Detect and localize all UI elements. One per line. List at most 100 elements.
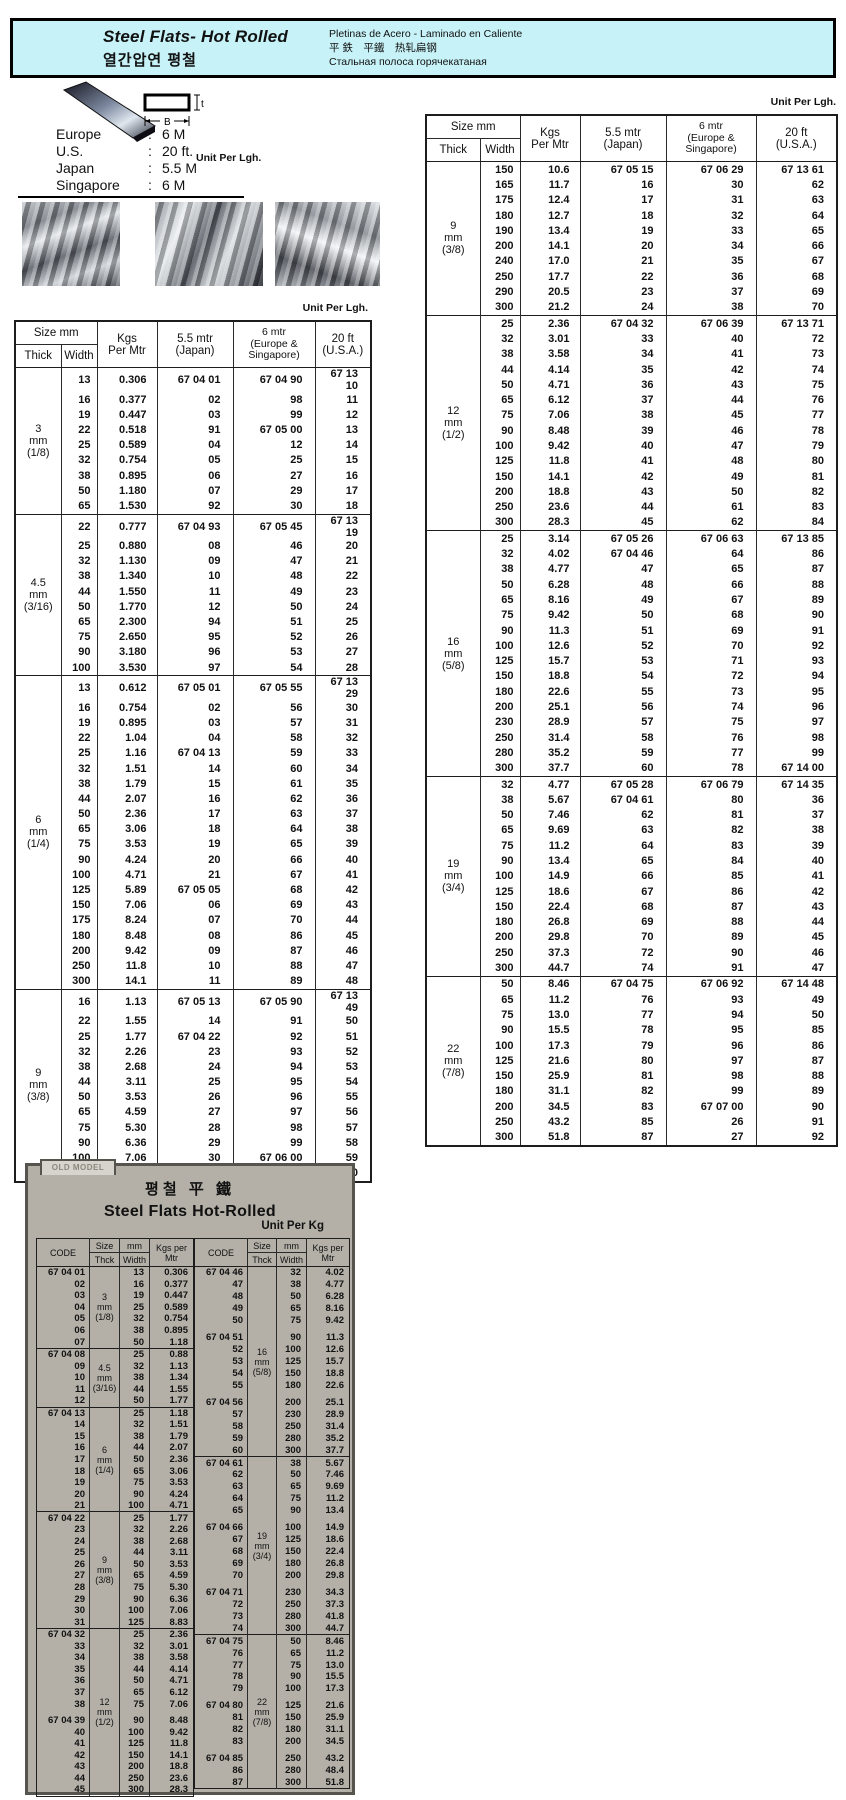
code-europe-cell: 68 <box>665 607 757 623</box>
code-japan-cell: 65 <box>579 853 667 869</box>
width-cell: 32 <box>479 775 521 793</box>
width-cell: 32 <box>119 1524 150 1536</box>
thickness-cell: 3 mm (1/8) <box>15 367 61 514</box>
kgs-per-mtr-cell: 4.14 <box>519 361 581 378</box>
table-row: 44 3.11 25 95 54 <box>15 1074 372 1090</box>
width-cell: 25 <box>60 538 98 554</box>
kgs-per-mtr-cell: 4.24 <box>96 852 158 868</box>
code-japan-cell: 10 <box>156 958 234 974</box>
table-row: 200 25.1 56 74 96 <box>426 699 838 715</box>
code-europe-cell: 66 <box>232 852 316 868</box>
code-europe-cell: 49 <box>232 584 316 600</box>
divider <box>18 196 244 198</box>
width-cell: 19 <box>60 407 98 423</box>
code-usa-cell: 42 <box>755 883 838 900</box>
code-japan-cell: 19 <box>579 223 667 239</box>
kgs-per-mtr-cell: 4.59 <box>96 1104 158 1121</box>
width-cell: 16 <box>60 988 98 1014</box>
group-gap <box>37 1709 194 1715</box>
code-usa-cell: 50 <box>314 1013 372 1029</box>
width-cell: 50 <box>276 1634 307 1648</box>
code-japan-cell: 24 <box>156 1059 234 1075</box>
table-row: 50 7.46 62 81 37 <box>426 807 838 823</box>
kgs-per-mtr-cell: 8.48 <box>149 1714 194 1727</box>
kgs-per-mtr-cell: 18.6 <box>306 1533 350 1546</box>
size-code-table-left: Size mm Kgs Per Mtr 5.5 mtr (Japan) 6 mtr(… <box>14 320 373 1183</box>
kgs-per-mtr-cell: 1.55 <box>96 1013 158 1029</box>
kgs-per-mtr-cell: 2.68 <box>96 1059 158 1075</box>
code-japan-cell: 44 <box>579 499 667 515</box>
width-cell: 44 <box>479 361 521 378</box>
code-europe-cell: 60 <box>232 760 316 777</box>
code-usa-cell: 95 <box>755 684 838 700</box>
width-cell: 38 <box>479 346 521 362</box>
width-cell: 200 <box>276 1569 307 1582</box>
kgs-per-mtr-cell: 4.71 <box>519 377 581 393</box>
kgs-per-mtr-cell: 2.68 <box>149 1535 194 1548</box>
code-usa-cell: 85 <box>755 1022 838 1038</box>
table-row: 67 04 01 3 mm (1/8) 13 0.306 <box>36 1265 194 1349</box>
size-code-table-right: Size mm Kgs Per Mtr 5.5 mtr (Japan) 6 mtr(… <box>425 114 839 1147</box>
col-header-europe: 6 mtr (Europe & Singapore) <box>665 115 757 162</box>
code-japan-cell: 91 <box>156 422 234 438</box>
col-header-size: Size mm <box>15 321 98 345</box>
width-cell: 44 <box>119 1547 150 1559</box>
code-cell: 09 <box>74 1360 85 1372</box>
kgs-per-mtr-cell: 44.7 <box>306 1622 350 1635</box>
kgs-per-mtr-cell: 8.48 <box>96 928 158 944</box>
table-row: 65 11.2 76 93 49 <box>426 992 838 1008</box>
gap-cell <box>276 1747 307 1753</box>
width-cell: 38 <box>119 1430 150 1443</box>
code-cell: 18 <box>74 1465 85 1477</box>
code-japan-cell: 19 <box>156 836 234 853</box>
gap-cell <box>276 1391 307 1397</box>
code-usa-cell: 47 <box>314 958 372 974</box>
table-row: 67 04 39 90 8.48 <box>37 1714 194 1727</box>
code-cell: 19 <box>74 1477 85 1489</box>
code-japan-cell: 22 <box>579 269 667 285</box>
table-row: 07 50 1.18 <box>37 1336 194 1349</box>
kgs-per-mtr-cell: 11.7 <box>519 177 581 193</box>
code-cell: 52 <box>232 1344 243 1356</box>
kgs-per-mtr-cell: 7.06 <box>149 1698 194 1710</box>
width-cell: 190 <box>479 223 521 239</box>
kgs-per-mtr-cell: 1.34 <box>149 1371 194 1384</box>
col-header-size-mm: mm <box>119 1238 150 1253</box>
kgs-per-mtr-cell: 13.0 <box>519 1007 581 1023</box>
code-usa-cell: 92 <box>755 638 838 654</box>
table-row: 3 mm (1/8) 13 0.306 67 04 01 67 04 90 67 13 10 <box>15 367 372 514</box>
code-cell: 27 <box>74 1570 85 1582</box>
code-europe-cell: 68 <box>232 882 316 898</box>
kgs-per-mtr-cell: 14.1 <box>519 238 581 254</box>
code-usa-cell: 98 <box>755 729 838 746</box>
table-row: 300 44.7 74 91 47 <box>426 960 838 977</box>
kgs-per-mtr-cell: 6.36 <box>149 1593 194 1605</box>
code-europe-cell: 70 <box>665 638 757 654</box>
width-cell: 44 <box>60 584 98 600</box>
code-cell: 44 <box>74 1772 85 1784</box>
code-europe-cell: 32 <box>665 207 757 224</box>
kgs-per-mtr-cell: 3.06 <box>96 821 158 837</box>
table-row: 58 250 31.4 <box>195 1420 350 1433</box>
code-usa-cell: 11 <box>314 392 372 408</box>
code-usa-cell: 32 <box>314 730 372 746</box>
code-europe-cell: 67 04 90 <box>232 367 316 392</box>
code-cell: 29 <box>74 1593 85 1605</box>
kgs-per-mtr-cell: 4.59 <box>149 1570 194 1582</box>
kgs-per-mtr-cell: 1.51 <box>96 760 158 777</box>
kgs-per-mtr-cell: 2.300 <box>96 614 158 630</box>
kgs-per-mtr-cell: 1.16 <box>96 745 158 761</box>
table-row: 05 32 0.754 <box>37 1313 194 1325</box>
code-usa-cell: 18 <box>314 498 372 514</box>
code-usa-cell: 81 <box>755 468 838 485</box>
width-cell: 300 <box>479 760 521 777</box>
code-cell: 23 <box>74 1524 85 1536</box>
table-row: 100 3.530 97 54 28 <box>15 660 372 676</box>
table-row: 62 50 7.46 <box>195 1469 350 1481</box>
table-row: 32 1.130 09 47 21 <box>15 553 372 569</box>
col-header-thick: Thick <box>15 344 61 368</box>
code-japan-cell: 25 <box>156 1074 234 1090</box>
code-usa-cell: 44 <box>314 912 372 928</box>
width-cell: 50 <box>119 1395 150 1408</box>
table-row: 65 3.06 18 64 38 <box>15 821 372 837</box>
